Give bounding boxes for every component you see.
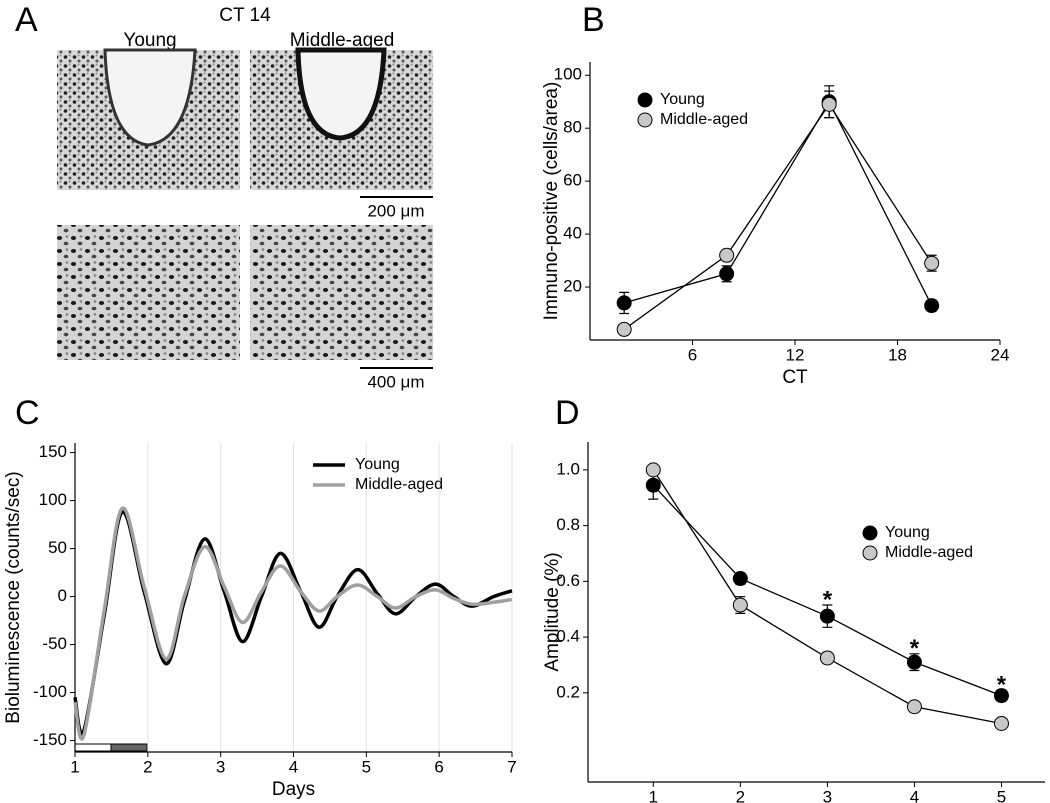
legend-label: Middle-aged — [660, 111, 748, 128]
y-tick-label: 1.0 — [556, 459, 580, 478]
series-line — [73, 506, 513, 741]
data-point — [616, 295, 632, 311]
data-point — [616, 321, 632, 337]
x-axis-label: CT — [782, 367, 808, 388]
data-point — [924, 255, 940, 271]
light-phase — [74, 743, 112, 752]
y-axis-label: Bioluminescence (counts/sec) — [3, 471, 24, 723]
data-point — [819, 608, 835, 624]
x-tick-label: 2 — [736, 787, 745, 803]
micrograph — [57, 225, 240, 360]
x-tick-label: 6 — [434, 757, 443, 776]
data-point — [719, 266, 735, 282]
data-point — [645, 477, 661, 493]
data-point — [906, 654, 922, 670]
y-tick-label: 40 — [563, 224, 582, 243]
panel-title: CT 14 — [219, 5, 271, 26]
micrograph — [250, 225, 433, 360]
x-tick-label: 24 — [991, 345, 1010, 364]
y-tick-label: -50 — [42, 634, 67, 653]
x-tick-label: 2 — [143, 757, 152, 776]
y-tick-label: 100 — [39, 490, 67, 509]
y-axis-label: Immuno-positive (cells/area) — [541, 82, 562, 321]
annotation: * — [997, 671, 1007, 698]
y-tick-label: 80 — [563, 118, 582, 137]
y-tick-label: 150 — [39, 442, 67, 461]
legend-label: Young — [885, 524, 930, 541]
y-tick-label: 0.8 — [556, 515, 580, 534]
annotation: * — [823, 586, 833, 613]
annotation: * — [910, 635, 920, 662]
y-tick-label: -100 — [33, 682, 67, 701]
panel-letter: C — [15, 394, 40, 432]
x-tick-label: 5 — [362, 757, 371, 776]
panel-letter: D — [555, 394, 580, 432]
data-point — [719, 247, 735, 263]
panel-letter: B — [582, 1, 605, 39]
y-tick-label: -150 — [33, 730, 67, 749]
x-axis-label: Days — [272, 779, 315, 800]
data-point — [732, 571, 748, 587]
legend-marker — [637, 112, 653, 128]
series-line — [623, 100, 933, 306]
y-tick-label: 0.6 — [556, 571, 580, 590]
scale-label: 400 μm — [367, 372, 424, 391]
scale-label: 200 μm — [367, 201, 424, 220]
data-point — [819, 650, 835, 666]
x-tick-label: 6 — [688, 345, 697, 364]
x-tick-label: 3 — [216, 757, 225, 776]
ventricle — [295, 47, 387, 141]
legend-marker — [862, 545, 878, 561]
x-tick-label: 4 — [910, 787, 919, 803]
x-tick-label: 7 — [507, 757, 516, 776]
data-point — [645, 462, 661, 478]
data-point — [993, 715, 1009, 731]
data-point — [732, 597, 748, 613]
column-label: Young — [123, 30, 176, 51]
y-tick-label: 100 — [554, 65, 582, 84]
y-tick-label: 20 — [563, 277, 582, 296]
x-tick-label: 4 — [289, 757, 298, 776]
legend-label: Young — [355, 456, 400, 473]
x-tick-label: 1 — [70, 757, 79, 776]
x-tick-label: 3 — [823, 787, 832, 803]
y-tick-label: 0 — [58, 586, 67, 605]
legend-label: Middle-aged — [355, 476, 443, 493]
legend-marker — [862, 525, 878, 541]
x-tick-label: 5 — [997, 787, 1006, 803]
x-tick-label: 12 — [786, 345, 805, 364]
data-point — [993, 688, 1009, 704]
data-point — [906, 699, 922, 715]
ventricle — [103, 48, 197, 147]
series-line — [623, 103, 933, 330]
legend-label: Young — [660, 91, 705, 108]
y-axis-label: Amplitude (%) — [542, 552, 563, 671]
y-tick-label: 50 — [48, 538, 67, 557]
legend-marker — [637, 92, 653, 108]
panel-letter: A — [15, 1, 38, 39]
y-tick-label: 0.2 — [556, 682, 580, 701]
y-tick-label: 0.4 — [556, 627, 580, 646]
data-point — [924, 298, 940, 314]
y-tick-label: 60 — [563, 171, 582, 190]
column-label: Middle-aged — [290, 30, 395, 51]
x-tick-label: 18 — [888, 345, 907, 364]
dark-phase — [110, 743, 148, 752]
x-tick-label: 1 — [649, 787, 658, 803]
data-point — [821, 96, 837, 112]
legend-label: Middle-aged — [885, 544, 973, 561]
